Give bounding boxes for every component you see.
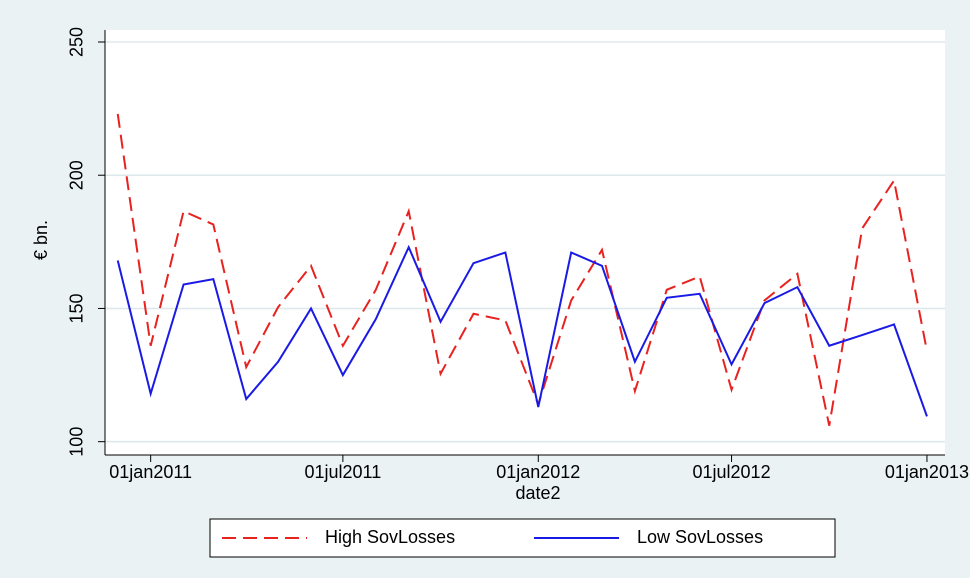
x-tick-label: 01jul2011 [305, 462, 382, 482]
x-tick-label: 01jul2012 [693, 462, 771, 482]
legend-label: High SovLosses [325, 527, 455, 547]
legend [209, 518, 836, 558]
x-tick-label: 01jan2013 [885, 462, 969, 482]
series-line [116, 244, 928, 417]
y-tick-label: 200 [67, 160, 87, 190]
legend-label: Low SovLosses [637, 527, 763, 547]
x-tick-label: 01jan2012 [496, 462, 580, 482]
y-tick-label: 250 [67, 27, 87, 57]
x-axis-label: date2 [515, 483, 560, 503]
series-line [116, 113, 928, 426]
y-tick-label: 100 [67, 427, 87, 457]
x-tick-label: 01jan2011 [109, 462, 192, 482]
y-axis-label: € bn. [31, 220, 51, 260]
plot-area [105, 30, 945, 455]
y-tick-label: 150 [67, 293, 87, 323]
